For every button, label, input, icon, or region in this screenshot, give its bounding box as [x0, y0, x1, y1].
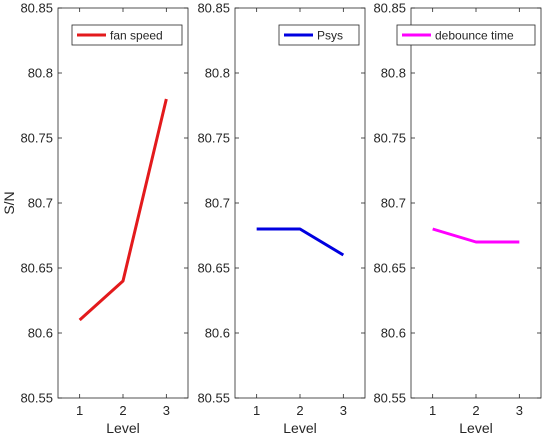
y-tick-label: 80.75	[197, 131, 230, 146]
x-tick-label: 2	[296, 403, 303, 418]
y-tick-label: 80.8	[381, 66, 406, 81]
y-tick-label: 80.85	[197, 1, 230, 16]
x-tick-label: 1	[76, 403, 83, 418]
y-tick-label: 80.55	[197, 391, 230, 406]
x-tick-label: 1	[429, 403, 436, 418]
x-tick-label: 2	[472, 403, 479, 418]
plot-area-frame	[58, 8, 188, 398]
y-tick-label: 80.75	[373, 131, 406, 146]
legend: Psys	[279, 25, 359, 45]
y-tick-label: 80.85	[20, 1, 53, 16]
y-tick-label: 80.8	[28, 66, 53, 81]
legend: debounce time	[397, 25, 535, 45]
plot-area-frame	[235, 8, 365, 398]
chart-panel-1: 80.55 80.6 80.65 80.7 80.75 80.8 80.85 1 2 3 Level…	[1, 1, 188, 437]
legend: fan speed	[72, 25, 182, 45]
y-tick-label: 80.55	[373, 391, 406, 406]
x-tick-label: 3	[163, 403, 170, 418]
x-axis-label: Level	[106, 420, 139, 436]
y-tick-label: 80.8	[205, 66, 230, 81]
y-tick-label: 80.7	[205, 196, 230, 211]
y-tick-label: 80.7	[381, 196, 406, 211]
x-axis-label: Level	[283, 420, 316, 436]
y-axis-label: S/N	[1, 191, 17, 214]
y-tick-label: 80.6	[381, 326, 406, 341]
legend-label: debounce time	[435, 29, 514, 43]
x-tick-label: 1	[253, 403, 260, 418]
chart-panel-2: 80.55 80.6 80.65 80.7 80.75 80.8 80.85 1 2 3 Level…	[197, 1, 365, 437]
y-tick-label: 80.55	[20, 391, 53, 406]
y-tick-label: 80.85	[373, 1, 406, 16]
y-tick-label: 80.65	[20, 261, 53, 276]
x-tick-label: 3	[516, 403, 523, 418]
x-tick-label: 3	[340, 403, 347, 418]
y-tick-label: 80.7	[28, 196, 53, 211]
x-tick-label: 2	[119, 403, 126, 418]
legend-label: Psys	[317, 29, 343, 43]
y-tick-label: 80.75	[20, 131, 53, 146]
x-axis-label: Level	[459, 420, 492, 436]
y-tick-label: 80.65	[373, 261, 406, 276]
y-tick-label: 80.6	[28, 326, 53, 341]
plot-area-frame	[411, 8, 541, 398]
legend-label: fan speed	[110, 29, 163, 43]
chart-panel-3: 80.55 80.6 80.65 80.7 80.75 80.8 80.85 1 2 3 Level…	[373, 1, 541, 437]
y-tick-label: 80.65	[197, 261, 230, 276]
y-tick-label: 80.6	[205, 326, 230, 341]
